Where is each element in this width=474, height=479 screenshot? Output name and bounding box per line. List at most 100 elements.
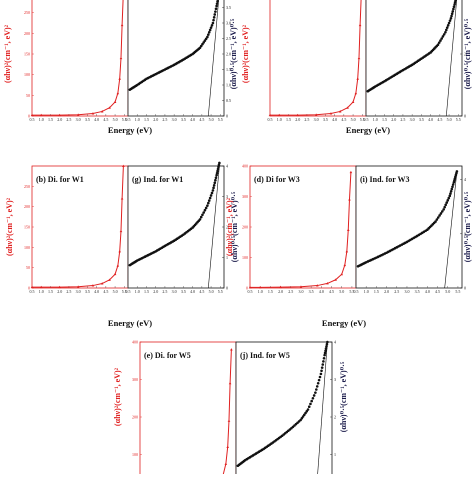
indirect-data-point [444, 204, 447, 207]
indirect-data-point [309, 403, 312, 406]
indirect-data-point [212, 22, 215, 25]
y-tick-label: 0 [28, 114, 30, 119]
indirect-data-point [323, 354, 326, 357]
x-tick-label: 2.5 [394, 289, 399, 294]
x-tick-label: 3.5 [85, 117, 90, 122]
y-tick-label: 3.5 [226, 5, 231, 10]
y-tick-label: 300 [132, 377, 138, 382]
x-tick-label: 4.0 [332, 117, 337, 122]
indirect-data-point [450, 15, 453, 18]
x-tick-label: 0.5 [364, 117, 369, 122]
x-tick-label: 2.0 [57, 289, 62, 294]
panel-frame [140, 342, 236, 474]
x-tick-label: 5.5 [455, 289, 460, 294]
indirect-data-point [451, 188, 454, 191]
indirect-data-point [315, 388, 318, 391]
x-axis-title: Energy (eV) [108, 125, 152, 135]
x-tick-label: 2.0 [153, 289, 158, 294]
x-tick-label: 1.5 [48, 289, 53, 294]
x-tick-label: 0.5 [248, 289, 253, 294]
indirect-data-point [313, 394, 316, 397]
panel-label: (e) Di. for W5 [144, 351, 191, 360]
y-tick-label: 100 [132, 452, 138, 457]
x-tick-label: 4.0 [94, 289, 99, 294]
indirect-panel-top-right: 0.51.01.52.02.53.03.54.04.55.05.5024(αhν… [364, 0, 473, 122]
indirect-data-point [307, 408, 310, 411]
y-tick-label: 0 [246, 286, 248, 291]
x-tick-label: 3.0 [404, 289, 409, 294]
y-axis-title-indirect: (αhν)⁰·⁵(cm⁻¹, eV)⁰·⁵ [229, 18, 238, 89]
x-tick-label: 3.0 [76, 117, 81, 122]
x-tick-label: 1.0 [135, 117, 140, 122]
x-tick-label: 4.5 [199, 289, 204, 294]
x-tick-label: 2.0 [57, 117, 62, 122]
y-tick-label: 4 [464, 177, 466, 182]
x-tick-label: 0.5 [30, 117, 35, 122]
x-tick-label: 4.0 [190, 289, 195, 294]
y-tick-label: 0 [226, 114, 228, 119]
x-tick-label: 1.0 [373, 117, 378, 122]
panel-label: (d) Di for W3 [254, 175, 300, 184]
x-tick-label: 4.5 [329, 289, 334, 294]
x-tick-label: 1.0 [258, 289, 263, 294]
y-tick-label: 4 [334, 340, 336, 345]
x-tick-label: 4.5 [437, 117, 442, 122]
x-tick-label: 4.0 [94, 117, 99, 122]
y-tick-label: 300 [242, 194, 248, 199]
indirect-data-point [204, 209, 207, 212]
x-tick-label: 1.5 [268, 289, 273, 294]
x-tick-label: 3.0 [298, 289, 303, 294]
x-tick-label: 1.5 [48, 117, 53, 122]
indirect-data-point [205, 207, 208, 210]
panel-label: (b) Di. for W1 [36, 175, 84, 184]
indirect-data-point [208, 199, 211, 202]
y-tick-label: 200 [24, 31, 30, 36]
x-tick-label: 3.0 [172, 117, 177, 122]
x-tick-label: 5.5 [218, 289, 223, 294]
x-tick-label: 3.0 [314, 117, 319, 122]
y-axis-title-direct: (αhν)²(cm⁻¹, eV)² [241, 24, 250, 83]
y-tick-label: 1 [334, 452, 336, 457]
indirect-data-point [452, 8, 455, 11]
indirect-data-point [451, 10, 454, 13]
indirect-data-point [314, 391, 317, 394]
indirect-data-point [321, 363, 324, 366]
x-tick-label: 0.5 [30, 289, 35, 294]
panel-frame [250, 166, 356, 288]
indirect-data-point [449, 192, 452, 195]
y-tick-label: 200 [24, 204, 30, 209]
x-tick-label: 1.5 [374, 289, 379, 294]
x-tick-label: 3.5 [419, 117, 424, 122]
indirect-data-point [320, 369, 323, 372]
y-tick-label: 150 [24, 225, 30, 230]
x-tick-label: 2.0 [153, 117, 158, 122]
x-tick-label: 1.5 [144, 117, 149, 122]
x-tick-label: 0.5 [268, 117, 273, 122]
panel-label: (i) Ind. for W3 [360, 175, 410, 184]
y-tick-label: 150 [24, 52, 30, 57]
x-tick-label: 1.0 [277, 117, 282, 122]
indirect-data-point [445, 201, 448, 204]
x-tick-label: 5.5 [456, 117, 461, 122]
x-tick-label: 4.5 [103, 117, 108, 122]
indirect-data-point [443, 206, 446, 209]
x-tick-label: 1.5 [144, 289, 149, 294]
indirect-data-point [449, 19, 452, 22]
indirect-data-point [322, 360, 325, 363]
indirect-data-point [319, 376, 322, 379]
x-axis-title: Energy (eV) [108, 318, 152, 328]
indirect-data-point [206, 204, 209, 207]
x-tick-label: 5.0 [339, 289, 344, 294]
y-tick-label: 2 [334, 415, 336, 420]
panel-frame [128, 166, 224, 288]
x-tick-label: 3.5 [181, 117, 186, 122]
